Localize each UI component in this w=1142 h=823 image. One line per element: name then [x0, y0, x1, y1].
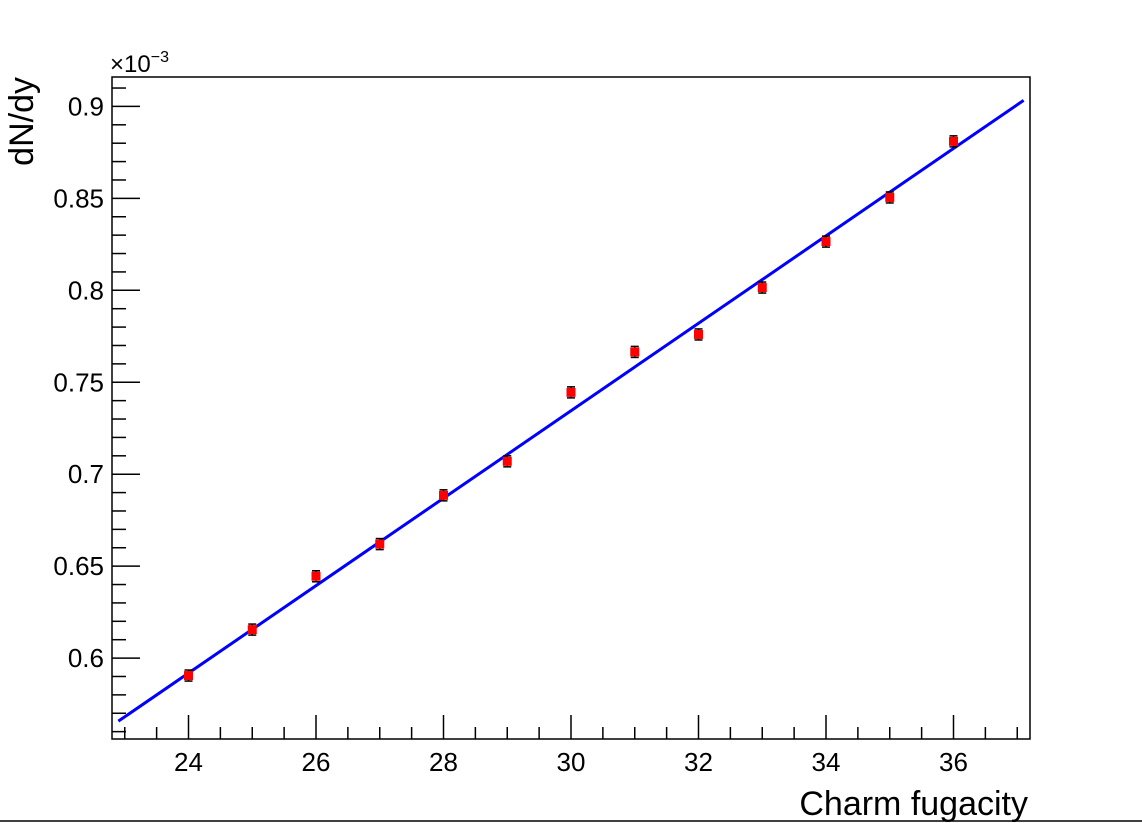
- fit-line: [117, 99, 1025, 723]
- data-point: [375, 539, 385, 549]
- data-point: [821, 237, 831, 247]
- data-point: [439, 490, 448, 500]
- x-tick-label: 34: [812, 747, 841, 777]
- data-point: [757, 283, 767, 293]
- x-tick-label: 24: [174, 747, 203, 777]
- fit-line-group: [117, 99, 1025, 723]
- y-tick-label: 0.85: [53, 183, 104, 213]
- data-point: [694, 329, 703, 339]
- y-tick-label: 0.9: [68, 91, 104, 121]
- y-tick-label: 0.6: [68, 643, 104, 673]
- data-point: [247, 625, 257, 635]
- data-point: [630, 347, 640, 357]
- y-tick-label: 0.65: [53, 551, 104, 581]
- x-tick-label: 32: [684, 747, 713, 777]
- data-point: [566, 387, 576, 397]
- data-point: [885, 192, 895, 202]
- y-tick-label: 0.8: [68, 275, 104, 305]
- x-axis-title: Charm fugacity: [799, 785, 1028, 823]
- y-axis-title: dN/dy: [3, 77, 41, 166]
- data-points-group: [184, 135, 958, 682]
- axis-tick-labels: 24 26 28 30 32 34 36 0.6 0.65 0.7 0.75 0.8 0.85 0.9: [53, 91, 968, 777]
- data-point: [184, 671, 193, 681]
- y-tick-label: 0.75: [53, 367, 104, 397]
- axis-ticks: [112, 87, 1018, 739]
- x-tick-label: 28: [429, 747, 458, 777]
- y-exponent-label: ×10−3: [110, 49, 169, 78]
- x-tick-label: 26: [302, 747, 331, 777]
- data-point: [502, 456, 512, 466]
- data-point: [311, 571, 321, 581]
- plot-frame: [111, 76, 1031, 740]
- x-tick-label: 36: [939, 747, 968, 777]
- y-tick-label: 0.7: [68, 459, 104, 489]
- x-tick-label: 30: [557, 747, 586, 777]
- data-point: [949, 136, 958, 146]
